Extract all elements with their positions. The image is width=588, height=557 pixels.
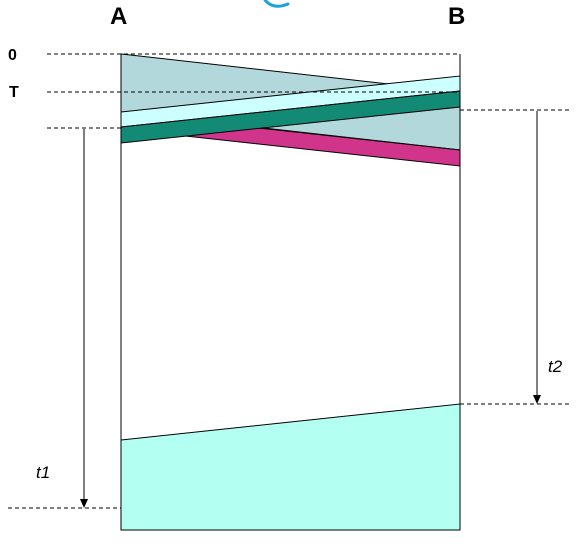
t1-arrowhead xyxy=(80,499,88,508)
bottom-block xyxy=(120,403,461,531)
time-zero-label: 0 xyxy=(8,47,17,64)
host-a-label: A xyxy=(110,3,127,30)
t2-arrowhead xyxy=(533,395,541,404)
time-t-label: T xyxy=(9,84,19,101)
t1-label: t1 xyxy=(36,463,50,482)
t2-label: t2 xyxy=(548,357,563,376)
host-b-label: B xyxy=(448,3,465,30)
partial-title-glyph xyxy=(263,0,290,8)
